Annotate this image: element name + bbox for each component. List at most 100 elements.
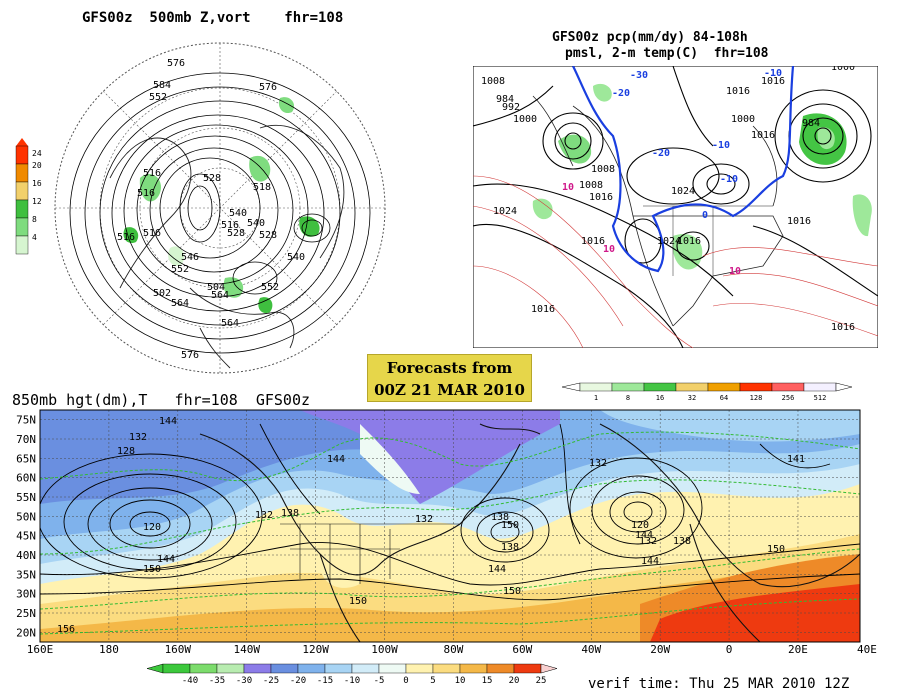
colorbar-swatch — [803, 382, 837, 392]
coastlines-850 — [199, 423, 860, 642]
height-label: 144 — [641, 556, 659, 567]
lon-label: 40W — [581, 643, 601, 654]
height-label: 132 — [639, 536, 657, 547]
isobar-label: 984 — [496, 94, 514, 105]
lon-label: 120W — [302, 643, 329, 654]
height-label: 132 — [129, 432, 147, 443]
pcp-labels: 1008 101698499210001008100810161024102410… — [481, 66, 855, 333]
colorbar-swatch — [486, 663, 515, 674]
contour-label: 528 — [203, 173, 221, 184]
isobar-label: 1008 — [481, 76, 505, 87]
colorbar-swatch — [459, 663, 488, 674]
height-contours — [69, 72, 371, 354]
colorbar-arrow — [561, 382, 581, 392]
colorbar-tick: -40 — [182, 676, 198, 686]
contour-label: 564 — [171, 298, 189, 309]
colorbar-swatch — [297, 663, 326, 674]
lat-label: 50N — [16, 510, 36, 523]
contour-label: 564 — [221, 318, 239, 329]
colorbar-arrow — [540, 663, 558, 674]
colorbar-swatch — [739, 382, 773, 392]
colorbar-arrow — [146, 663, 164, 674]
colorbar-tick: 20 — [509, 676, 520, 686]
colorbar-swatch — [15, 181, 29, 201]
colorbar-tick: 8 — [626, 394, 630, 402]
height-label: 132 — [415, 514, 433, 525]
pcp-title-line2: pmsl, 2-m temp(C) fhr=108 — [565, 46, 769, 61]
colorbar-swatch — [405, 663, 434, 674]
isobar-label: 1016 — [677, 236, 701, 247]
contour-label: 564 — [211, 290, 229, 301]
isobar-label: 984 — [802, 118, 820, 129]
colorbar-tick: 8 — [32, 215, 37, 224]
isobars — [473, 66, 878, 348]
isobar-label: 1016 — [787, 216, 811, 227]
colorbar-swatch — [771, 382, 805, 392]
colorbar-tick: -5 — [374, 676, 385, 686]
lon-label: 100W — [371, 643, 398, 654]
colorbar-swatch — [643, 382, 677, 392]
height-contours-850 — [40, 423, 860, 601]
colorbar-tick: 0 — [403, 676, 408, 686]
contour-label: 584 — [153, 80, 171, 91]
height-label: 150 — [503, 586, 521, 597]
temp-label: -10 — [720, 174, 738, 185]
colorbar-swatch — [707, 382, 741, 392]
temp-label: -20 — [612, 88, 630, 99]
lat-label: 25N — [16, 607, 36, 620]
temp-contours-850 — [40, 431, 860, 635]
contour-label: 540 — [287, 252, 305, 263]
colorbar-tick: 256 — [782, 394, 795, 402]
lon-label: 40E — [857, 643, 877, 654]
banner-line1: Forecasts from — [386, 359, 513, 377]
colorbar-tick: 1 — [594, 394, 598, 402]
contour-label: 518 — [253, 182, 271, 193]
lon-label: 20E — [788, 643, 808, 654]
colorbar-tick: -25 — [263, 676, 279, 686]
height-label: 156 — [57, 624, 75, 635]
temp-label: -30 — [630, 70, 648, 81]
colorbar-swatch — [579, 382, 613, 392]
lat-labels: 75N 70N 65N 60N 55N 50N 45N 40N 35N 30N 25N 20N — [16, 414, 36, 640]
temp-label: -10 — [764, 68, 782, 79]
panel850-colorbar: -40 -35 -30 -25 -20 -15 -10 -5 0 5 10 15 20 25 — [146, 663, 558, 686]
isobar-label: 1016 — [761, 76, 785, 87]
height-label: 144 — [635, 530, 653, 541]
contour-label: 546 — [181, 252, 199, 263]
lat-label: 75N — [16, 414, 36, 427]
contour-label: 516 — [117, 232, 135, 243]
height-label: 144 — [327, 454, 345, 465]
contour-label: 528 — [227, 228, 245, 239]
colorbar-tick: 15 — [482, 676, 493, 686]
isobar-label: 1016 — [531, 304, 555, 315]
colorbar-tick: -35 — [209, 676, 225, 686]
colorbar-tick: 5 — [430, 676, 435, 686]
isobar-label: 1016 — [726, 86, 750, 97]
colorbar-tick: 25 — [536, 676, 547, 686]
isobar-label: 1000 — [731, 114, 755, 125]
height-label: 132 — [589, 458, 607, 469]
lat-label: 70N — [16, 433, 36, 446]
colorbar-tick: 20 — [32, 161, 42, 170]
colorbar-swatch — [432, 663, 461, 674]
colorbar-tick: 16 — [32, 179, 42, 188]
colorbar-tick: 16 — [656, 394, 664, 402]
temp-label: 0 — [702, 210, 708, 221]
pcp-colorbar: 1 8 16 32 64 128 256 512 — [561, 382, 853, 402]
contour-label: 576 — [259, 82, 277, 93]
colorbar-arrow — [16, 138, 28, 146]
contour-label: 516 — [143, 168, 161, 179]
isobar-label: 1000 — [831, 66, 855, 73]
isobar-label: 1000 — [513, 114, 537, 125]
height-label: 141 — [787, 454, 805, 465]
contour-label: 504 — [207, 282, 225, 293]
freezing-line — [572, 66, 795, 273]
contour-label: 552 — [261, 282, 279, 293]
height-label: 138 — [673, 536, 691, 547]
colorbar-swatch — [243, 663, 272, 674]
colorbar-swatch — [15, 163, 29, 183]
lon-label: 160W — [165, 643, 192, 654]
colorbar-swatch — [189, 663, 218, 674]
contour-label: 576 — [167, 58, 185, 69]
